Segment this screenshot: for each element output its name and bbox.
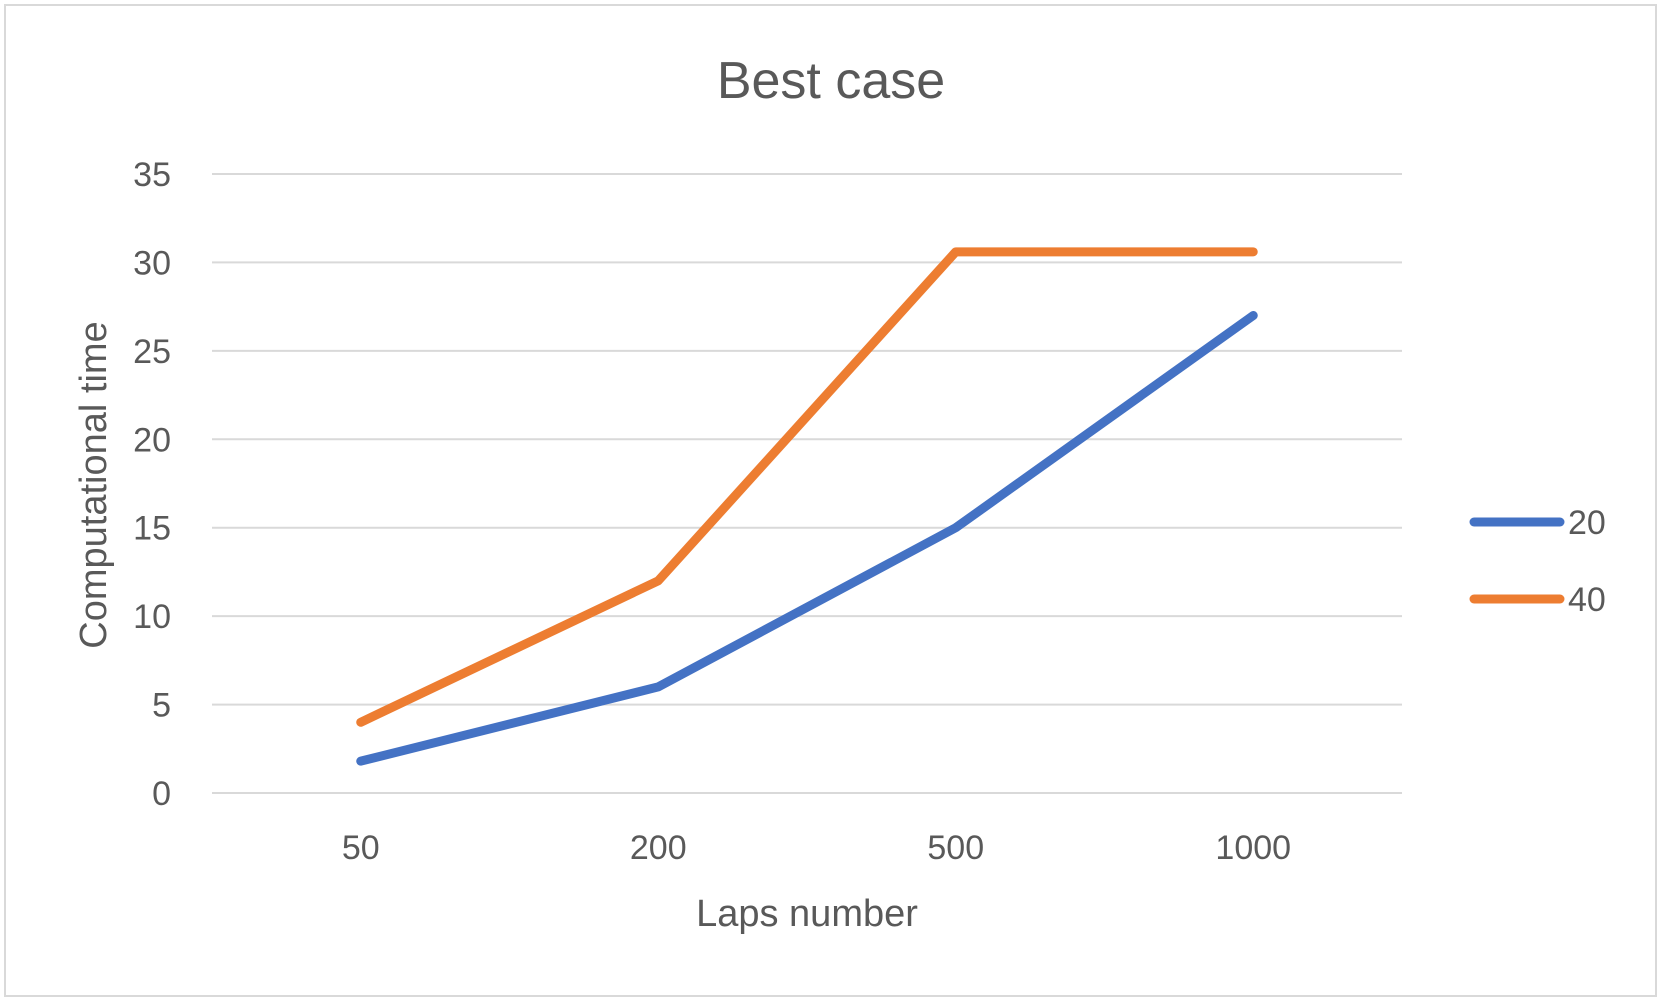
x-axis-title: Laps number <box>696 893 918 935</box>
x-tick-label: 200 <box>630 829 687 867</box>
x-axis-ticks: 50 200 500 1000 <box>342 829 1291 867</box>
y-tick-label: 0 <box>152 775 171 813</box>
series-lines <box>356 247 1258 766</box>
x-tick-label: 500 <box>927 829 984 867</box>
y-tick-label: 30 <box>133 244 171 282</box>
chart-title: Best case <box>717 52 945 110</box>
y-tick-label: 10 <box>133 598 171 636</box>
x-tick-label: 1000 <box>1215 829 1291 867</box>
y-tick-label: 35 <box>133 156 171 194</box>
y-tick-label: 20 <box>133 421 171 459</box>
x-tick-label: 50 <box>342 829 380 867</box>
y-tick-label: 25 <box>133 333 171 371</box>
legend-label-20: 20 <box>1568 504 1606 542</box>
y-axis-ticks: 0 5 10 15 20 25 30 35 <box>133 156 171 813</box>
series-line-40 <box>356 247 1258 727</box>
series-line-20 <box>356 310 1258 766</box>
chart-frame <box>4 4 1657 997</box>
y-tick-label: 15 <box>133 510 171 548</box>
gridlines <box>212 173 1402 794</box>
legend-label-40: 40 <box>1568 581 1606 619</box>
y-tick-label: 5 <box>152 687 171 725</box>
y-axis-title: Computational time <box>73 321 115 648</box>
